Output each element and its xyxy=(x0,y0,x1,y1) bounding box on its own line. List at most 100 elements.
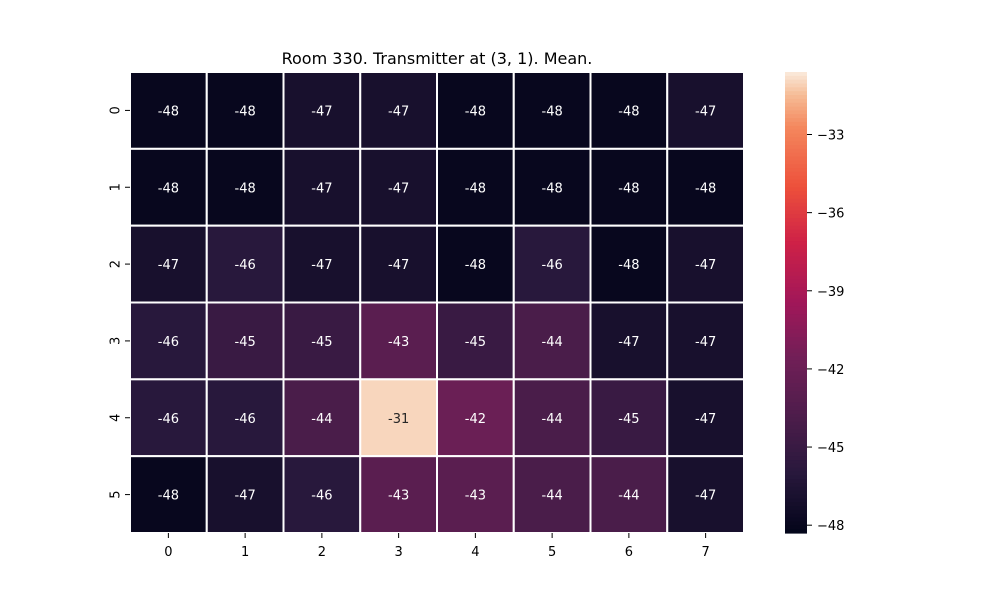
chart-title: Room 330. Transmitter at (3, 1). Mean. xyxy=(282,49,593,68)
cell-label-r5-c4: -43 xyxy=(465,489,486,504)
heatmap-cells: -48 -48 -47 -47 -48 -48 -48 -47 -48 -48 -47 -47 -48 -… xyxy=(129,71,745,534)
cell-label-r5-c0: -48 xyxy=(158,489,179,504)
colorbar-segment xyxy=(785,483,807,488)
heatmap-cell-r2-c5 xyxy=(512,224,592,304)
cell-label-r3-c0: -46 xyxy=(158,335,179,350)
colorbar-segment xyxy=(785,456,807,461)
colorbar-segment xyxy=(785,164,807,169)
colorbar-segment xyxy=(785,329,807,334)
y-tick-label-0: 0 xyxy=(109,106,124,114)
colorbar-segment xyxy=(785,171,807,177)
heatmap-cell-r0-c7 xyxy=(666,71,745,150)
colorbar-segment xyxy=(785,525,807,530)
colorbar-segment xyxy=(785,379,807,384)
colorbar-segment xyxy=(785,325,807,330)
colorbar-segment xyxy=(785,233,807,238)
colorbar-tick-label-5: −48 xyxy=(817,519,844,534)
colorbar-segment xyxy=(785,114,807,119)
heatmap-cell-r1-c1 xyxy=(205,147,285,227)
colorbar-segment xyxy=(785,160,807,165)
colorbar-segment xyxy=(785,106,807,112)
cell-label-r5-c6: -44 xyxy=(618,489,639,504)
colorbar-segment xyxy=(785,267,807,273)
colorbar-segment xyxy=(785,448,807,453)
colorbar-segment xyxy=(785,367,807,373)
heatmap-cell-r1-c5 xyxy=(512,147,592,227)
colorbar-segment xyxy=(785,387,807,392)
colorbar-segment xyxy=(785,314,807,319)
heatmap-cell-r0-c5 xyxy=(512,71,592,150)
x-tick-label-6: 6 xyxy=(625,545,633,560)
cell-label-r2-c5: -46 xyxy=(542,258,563,273)
heatmap-cell-r0-c1 xyxy=(205,71,285,150)
cell-label-r4-c4: -42 xyxy=(465,412,486,427)
colorbar-segment xyxy=(785,98,807,104)
colorbar-segment xyxy=(785,317,807,323)
colorbar-segment xyxy=(785,440,807,446)
cell-label-r0-c1: -48 xyxy=(235,104,256,119)
heatmap-cell-r2-c6 xyxy=(589,224,669,304)
x-tick-label-0: 0 xyxy=(164,545,172,560)
cell-label-r4-c2: -44 xyxy=(311,412,332,427)
heatmap-cell-r4-c7 xyxy=(666,378,745,458)
colorbar-segment xyxy=(785,229,807,234)
colorbar-segment xyxy=(785,187,807,192)
colorbar-segment xyxy=(785,133,807,138)
colorbar-segment xyxy=(785,463,807,469)
colorbar-segment xyxy=(785,521,807,526)
colorbar-segment xyxy=(785,383,807,388)
x-tick-label-2: 2 xyxy=(318,545,326,560)
cell-label-r0-c0: -48 xyxy=(158,104,179,119)
cell-label-r3-c2: -45 xyxy=(311,335,332,350)
cell-label-r3-c5: -44 xyxy=(542,335,563,350)
cell-label-r5-c5: -44 xyxy=(542,489,563,504)
cell-label-r1-c4: -48 xyxy=(465,181,486,196)
cell-label-r5-c3: -43 xyxy=(388,489,409,504)
y-tick-label-5: 5 xyxy=(109,490,124,498)
colorbar-segment xyxy=(785,72,807,77)
cell-label-r3-c1: -45 xyxy=(235,335,256,350)
cell-label-r4-c5: -44 xyxy=(542,412,563,427)
colorbar-segment xyxy=(785,194,807,200)
colorbar-segment xyxy=(785,206,807,211)
cell-label-r2-c3: -47 xyxy=(388,258,409,273)
cell-label-r1-c6: -48 xyxy=(618,181,639,196)
colorbar-segment xyxy=(785,179,807,185)
heatmap-cell-r2-c7 xyxy=(666,224,745,304)
colorbar-segment xyxy=(785,141,807,146)
heatmap-cell-r4-c4 xyxy=(436,378,515,458)
cell-label-r3-c7: -47 xyxy=(695,335,716,350)
cell-label-r4-c3: -31 xyxy=(388,412,409,427)
cell-label-r3-c6: -47 xyxy=(618,335,639,350)
colorbar-segment xyxy=(785,279,807,284)
colorbar-segment xyxy=(785,417,807,423)
cell-label-r0-c4: -48 xyxy=(465,104,486,119)
colorbar-segment xyxy=(785,529,807,534)
colorbar-segment xyxy=(785,406,807,411)
cell-label-r4-c7: -47 xyxy=(695,412,716,427)
colorbar-segment xyxy=(785,125,807,131)
colorbar-segment xyxy=(785,298,807,304)
colorbar-segment xyxy=(785,221,807,227)
colorbar-segment xyxy=(785,248,807,254)
colorbar-segment xyxy=(785,137,807,142)
colorbar-segment xyxy=(785,287,807,292)
colorbar-segment xyxy=(785,210,807,215)
x-tick-label-5: 5 xyxy=(548,545,556,560)
colorbar-segment xyxy=(785,356,807,361)
colorbar-segment xyxy=(785,371,807,377)
colorbar-segment xyxy=(785,421,807,427)
cell-label-r1-c3: -47 xyxy=(388,181,409,196)
colorbar-segment xyxy=(785,198,807,204)
cell-label-r4-c0: -46 xyxy=(158,412,179,427)
colorbar-segment xyxy=(785,352,807,357)
heatmap-cell-r5-c7 xyxy=(666,455,745,534)
colorbar-segment xyxy=(785,225,807,231)
colorbar-segment xyxy=(785,306,807,311)
colorbar-segment xyxy=(785,152,807,158)
colorbar-segment xyxy=(785,348,807,354)
colorbar-segment xyxy=(785,486,807,492)
colorbar-segment xyxy=(785,513,807,519)
heatmap-cell-r5-c6 xyxy=(589,455,669,534)
colorbar-segment xyxy=(785,217,807,223)
